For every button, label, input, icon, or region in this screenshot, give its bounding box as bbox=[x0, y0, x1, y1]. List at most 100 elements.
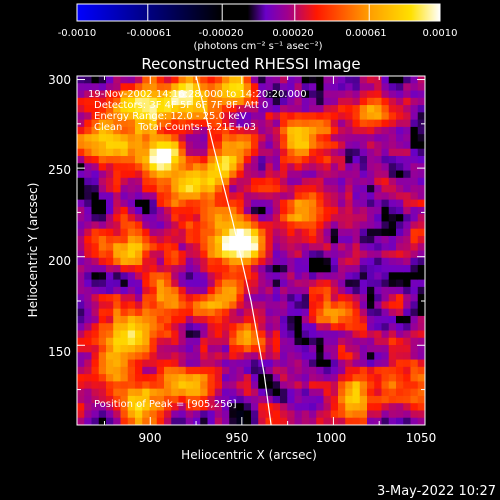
heatmap-cell bbox=[301, 352, 310, 361]
heatmap-cell bbox=[156, 119, 165, 128]
heatmap-cell bbox=[272, 243, 281, 252]
heatmap-cell bbox=[243, 265, 252, 273]
heatmap-cell bbox=[229, 410, 238, 419]
heatmap-cell bbox=[142, 170, 151, 179]
heatmap-cell bbox=[417, 337, 425, 346]
heatmap-cell bbox=[359, 301, 368, 310]
heatmap-cell bbox=[265, 134, 274, 143]
heatmap-cell bbox=[156, 395, 165, 404]
heatmap-cell bbox=[214, 395, 223, 404]
heatmap-cell bbox=[84, 243, 93, 252]
heatmap-cell bbox=[280, 199, 288, 208]
heatmap-cell bbox=[316, 330, 325, 339]
heatmap-cell bbox=[127, 192, 136, 201]
x-axis-title: Heliocentric X (arcsec) bbox=[181, 448, 317, 462]
heatmap-cell bbox=[142, 214, 151, 223]
heatmap-cell bbox=[301, 155, 310, 164]
heatmap-cell bbox=[309, 83, 317, 92]
heatmap-cell bbox=[193, 148, 201, 157]
heatmap-cell bbox=[396, 352, 404, 361]
heatmap-cell bbox=[345, 395, 354, 404]
heatmap-cell bbox=[171, 359, 180, 368]
heatmap-cell bbox=[323, 308, 332, 317]
heatmap-cell bbox=[280, 221, 288, 230]
heatmap-cell bbox=[309, 301, 317, 310]
heatmap-cell bbox=[171, 381, 180, 390]
heatmap-cell bbox=[410, 352, 419, 361]
heatmap-cell bbox=[193, 199, 201, 208]
heatmap-cell bbox=[388, 192, 397, 201]
heatmap-cell bbox=[280, 294, 288, 302]
heatmap-cell bbox=[345, 330, 354, 339]
heatmap-cell bbox=[352, 250, 361, 259]
heatmap-cell bbox=[222, 388, 230, 397]
heatmap-cell bbox=[265, 352, 274, 361]
heatmap-cell bbox=[403, 352, 412, 361]
heatmap-cell bbox=[251, 395, 259, 404]
heatmap-cell bbox=[258, 177, 267, 186]
heatmap-cell bbox=[251, 199, 259, 208]
heatmap-cell bbox=[156, 126, 165, 135]
heatmap-cell bbox=[374, 235, 383, 244]
heatmap-cell bbox=[171, 155, 180, 164]
heatmap-cell bbox=[403, 163, 412, 172]
heatmap-cell bbox=[77, 315, 85, 324]
heatmap-cell bbox=[396, 308, 404, 317]
heatmap-cell bbox=[381, 185, 390, 193]
heatmap-cell bbox=[98, 410, 107, 419]
heatmap-cell bbox=[301, 163, 310, 172]
heatmap-cell bbox=[417, 221, 425, 230]
heatmap-cell bbox=[396, 366, 404, 375]
heatmap-cell bbox=[330, 294, 339, 302]
heatmap-cell bbox=[251, 83, 259, 92]
heatmap-cell bbox=[236, 417, 245, 425]
heatmap-cell bbox=[77, 323, 85, 332]
heatmap-cell bbox=[185, 323, 194, 332]
heatmap-cell bbox=[388, 141, 397, 150]
heatmap-cell bbox=[251, 308, 259, 317]
heatmap-cell bbox=[120, 381, 129, 390]
heatmap-cell bbox=[258, 206, 267, 215]
heatmap-cell bbox=[381, 410, 390, 419]
heatmap-cell bbox=[229, 97, 238, 106]
heatmap-cell bbox=[316, 417, 325, 425]
colorbar-tick-label: -0.00020 bbox=[199, 28, 244, 39]
heatmap-cell bbox=[265, 286, 274, 295]
heatmap-cell bbox=[200, 141, 209, 150]
heatmap-cell bbox=[106, 323, 114, 332]
heatmap-cell bbox=[359, 141, 368, 150]
heatmap-cell bbox=[214, 345, 223, 353]
heatmap-cell bbox=[214, 221, 223, 230]
heatmap-cell bbox=[410, 403, 419, 412]
heatmap-cell bbox=[410, 388, 419, 397]
heatmap-cell bbox=[120, 265, 129, 273]
heatmap-cell bbox=[323, 112, 332, 121]
heatmap-cell bbox=[417, 395, 425, 404]
heatmap-cell bbox=[316, 163, 325, 172]
heatmap-cell bbox=[287, 119, 296, 128]
heatmap-cell bbox=[113, 352, 122, 361]
heatmap-cell bbox=[77, 214, 85, 223]
heatmap-cell bbox=[338, 345, 346, 353]
heatmap-cell bbox=[338, 352, 346, 361]
heatmap-cell bbox=[207, 323, 216, 332]
heatmap-cell bbox=[91, 119, 100, 128]
heatmap-cell bbox=[352, 97, 361, 106]
heatmap-cell bbox=[171, 221, 180, 230]
heatmap-cell bbox=[403, 257, 412, 266]
heatmap-cell bbox=[410, 170, 419, 179]
heatmap-cell bbox=[164, 90, 172, 99]
heatmap-cell bbox=[149, 374, 158, 382]
heatmap-cell bbox=[229, 214, 238, 223]
heatmap-cell bbox=[207, 315, 216, 324]
heatmap-cell bbox=[309, 206, 317, 215]
heatmap-cell bbox=[222, 286, 230, 295]
heatmap-cell bbox=[185, 352, 194, 361]
heatmap-cell bbox=[272, 337, 281, 346]
heatmap-cell bbox=[120, 192, 129, 201]
heatmap-cell bbox=[229, 148, 238, 157]
heatmap-cell bbox=[222, 177, 230, 186]
heatmap-cell bbox=[388, 265, 397, 273]
heatmap-cell bbox=[214, 279, 223, 288]
heatmap-cell bbox=[156, 388, 165, 397]
